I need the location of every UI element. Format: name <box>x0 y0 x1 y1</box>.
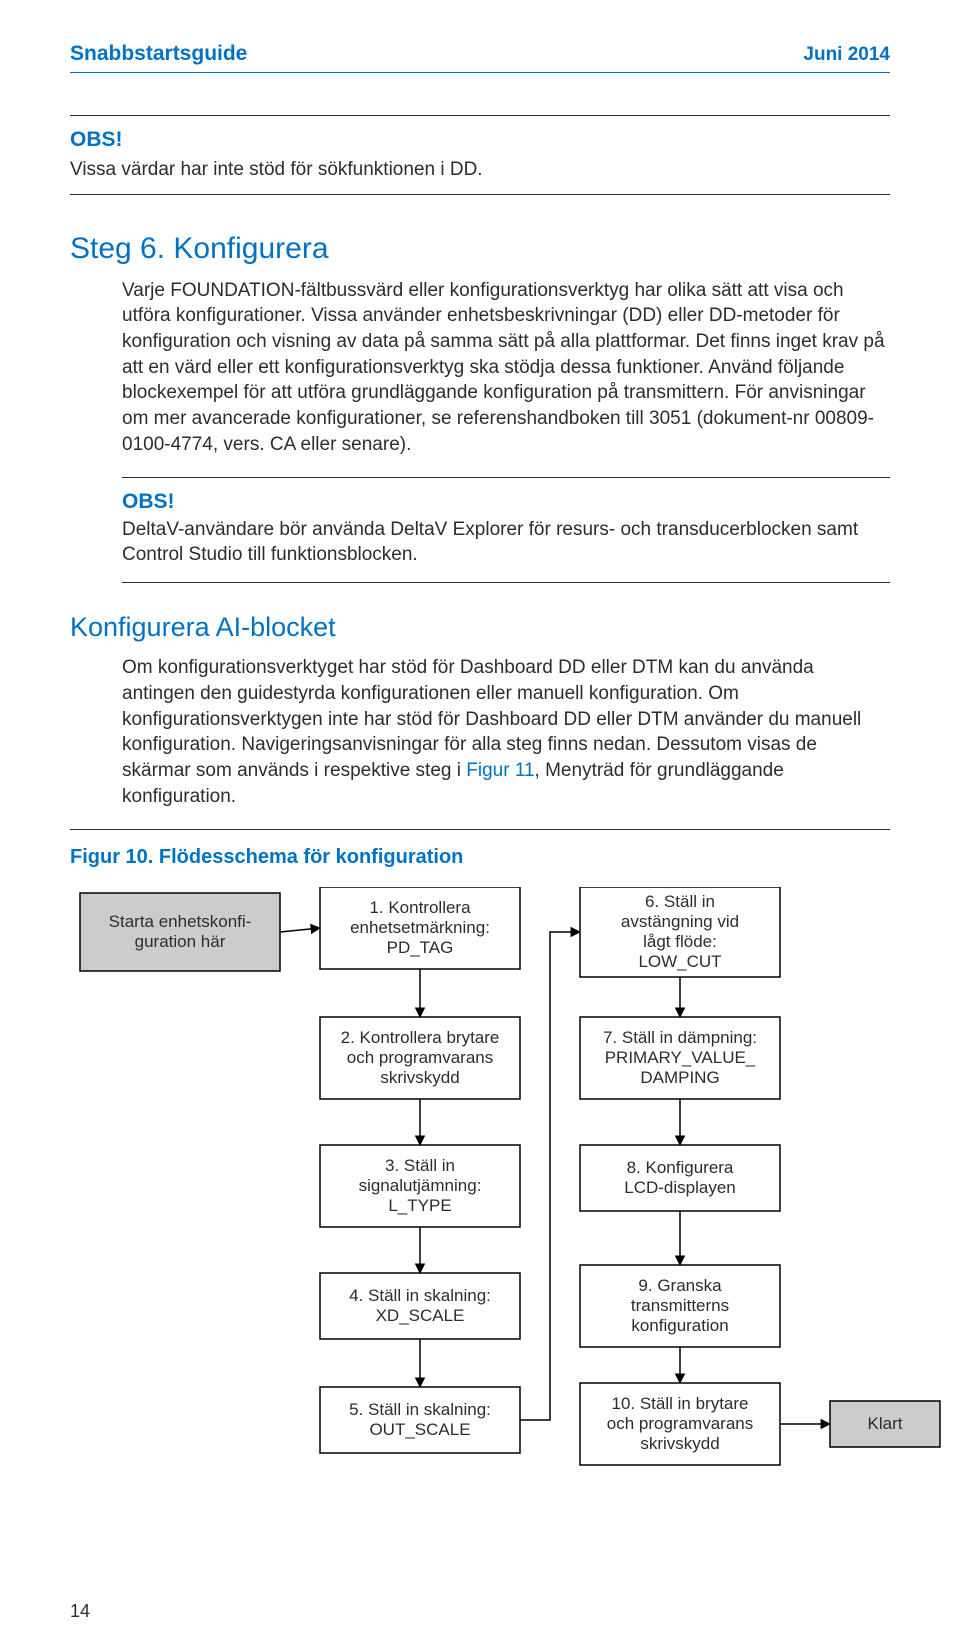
svg-text:6. Ställ in: 6. Ställ in <box>645 892 715 911</box>
notice-body: Vissa värdar har inte stöd för sökfunkti… <box>70 157 890 183</box>
svg-text:PD_TAG: PD_TAG <box>387 938 454 957</box>
svg-text:10. Ställ in brytare: 10. Ställ in brytare <box>611 1394 748 1413</box>
svg-text:DAMPING: DAMPING <box>640 1068 719 1087</box>
svg-text:8. Konfigurera: 8. Konfigurera <box>627 1158 734 1177</box>
svg-text:4. Ställ in skalning:: 4. Ställ in skalning: <box>349 1286 491 1305</box>
header-left: Snabbstartsguide <box>70 40 247 68</box>
svg-text:OUT_SCALE: OUT_SCALE <box>369 1420 470 1439</box>
svg-text:1. Kontrollera: 1. Kontrollera <box>369 898 471 917</box>
svg-text:guration här: guration här <box>135 932 226 951</box>
header-right: Juni 2014 <box>803 42 890 68</box>
svg-text:konfiguration: konfiguration <box>631 1316 728 1335</box>
flowchart: Starta enhetskonfi-guration här 1. Kontro… <box>70 887 890 1477</box>
svg-text:L_TYPE: L_TYPE <box>388 1196 451 1215</box>
svg-text:skrivskydd: skrivskydd <box>380 1068 459 1087</box>
step-heading: Steg 6. Konfigurera <box>70 229 890 270</box>
svg-text:LCD-displayen: LCD-displayen <box>624 1178 736 1197</box>
step-paragraph: Varje FOUNDATION-fältbussvärd eller konf… <box>122 278 890 457</box>
subsection-heading: Konfigurera AI-blocket <box>70 609 890 645</box>
notice-title: OBS! <box>122 488 890 516</box>
svg-text:PRIMARY_VALUE_: PRIMARY_VALUE_ <box>605 1048 756 1067</box>
page-number: 14 <box>70 1599 90 1623</box>
svg-text:signalutjämning:: signalutjämning: <box>359 1176 482 1195</box>
page-header: Snabbstartsguide Juni 2014 <box>70 40 890 73</box>
svg-text:lågt flöde:: lågt flöde: <box>643 932 717 951</box>
notice-body: DeltaV-användare bör använda DeltaV Expl… <box>122 517 890 568</box>
flowchart-svg: Starta enhetskonfi-guration här 1. Kontro… <box>70 887 950 1477</box>
svg-text:Starta enhetskonfi-: Starta enhetskonfi- <box>109 912 252 931</box>
svg-text:XD_SCALE: XD_SCALE <box>376 1306 465 1325</box>
svg-text:transmitterns: transmitterns <box>631 1296 729 1315</box>
notice-block-1: OBS! Vissa värdar har inte stöd för sökf… <box>70 115 890 195</box>
svg-text:enhetsetmärkning:: enhetsetmärkning: <box>350 918 490 937</box>
svg-text:3. Ställ in: 3. Ställ in <box>385 1156 455 1175</box>
svg-text:och programvarans: och programvarans <box>347 1048 493 1067</box>
svg-text:9. Granska: 9. Granska <box>638 1276 722 1295</box>
svg-text:LOW_CUT: LOW_CUT <box>638 952 721 971</box>
figure-link[interactable]: Figur 11 <box>466 760 534 781</box>
divider <box>70 829 890 830</box>
svg-text:och programvarans: och programvarans <box>607 1414 753 1433</box>
svg-text:avstängning vid: avstängning vid <box>621 912 739 931</box>
svg-text:2. Kontrollera brytare: 2. Kontrollera brytare <box>341 1028 500 1047</box>
svg-text:7. Ställ in dämpning:: 7. Ställ in dämpning: <box>603 1028 757 1047</box>
svg-text:skrivskydd: skrivskydd <box>640 1434 719 1453</box>
subsection-paragraph: Om konfigurationsverktyget har stöd för … <box>122 655 890 809</box>
figure-caption: Figur 10. Flödesschema för konfiguration <box>70 844 890 871</box>
svg-text:Klart: Klart <box>868 1414 903 1433</box>
svg-text:5. Ställ in skalning:: 5. Ställ in skalning: <box>349 1400 491 1419</box>
notice-block-2: OBS! DeltaV-användare bör använda DeltaV… <box>122 477 890 583</box>
notice-title: OBS! <box>70 126 890 154</box>
